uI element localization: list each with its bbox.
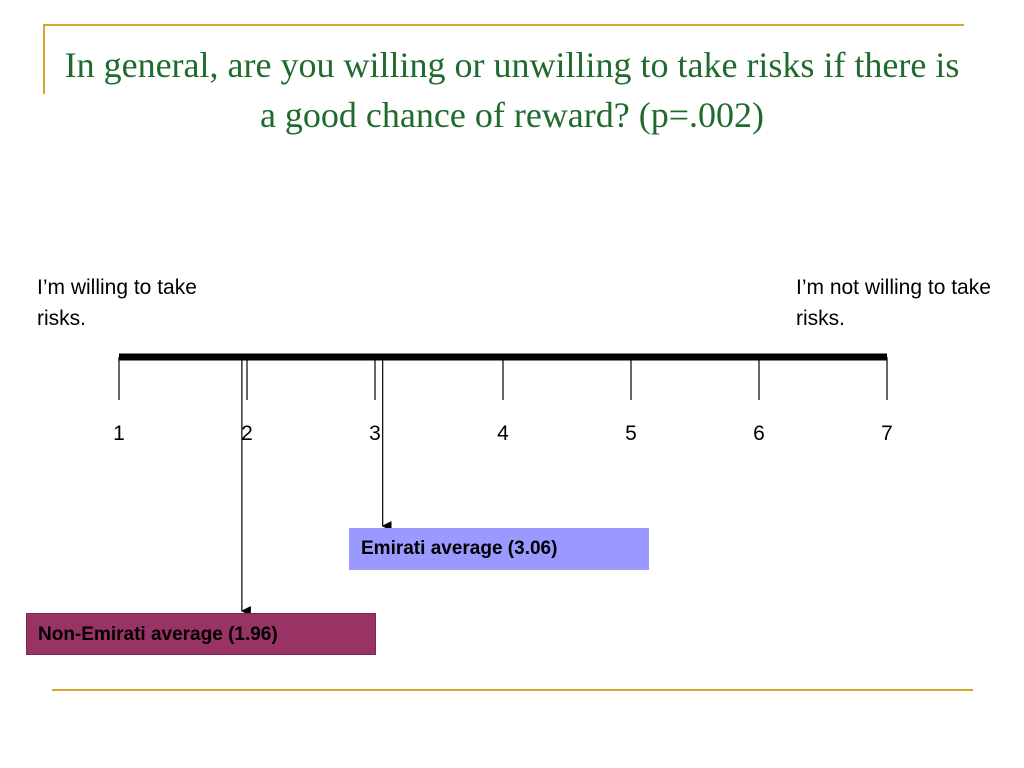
scale-tick-label-4: 4	[497, 422, 509, 445]
scale-tick-label-3: 3	[369, 422, 381, 445]
scale-tick-label-7: 7	[881, 422, 893, 445]
scale-tick-label-6: 6	[753, 422, 765, 445]
scale-tick-label-5: 5	[625, 422, 637, 445]
emirati-average-callout: Emirati average (3.06)	[349, 528, 649, 570]
scale-tick-label-1: 1	[113, 422, 125, 445]
non-emirati-average-callout: Non-Emirati average (1.96)	[26, 613, 376, 655]
left-scale-label: I’m willing to take risks.	[37, 276, 197, 330]
right-scale-label: I’m not willing to take risks.	[796, 276, 991, 330]
bottom-accent-line	[52, 689, 973, 691]
slide-title: In general, are you willing or unwilling…	[64, 45, 960, 135]
scale-tick-label-2: 2	[241, 422, 253, 445]
left-accent-line	[43, 24, 45, 94]
top-accent-line	[43, 24, 964, 26]
